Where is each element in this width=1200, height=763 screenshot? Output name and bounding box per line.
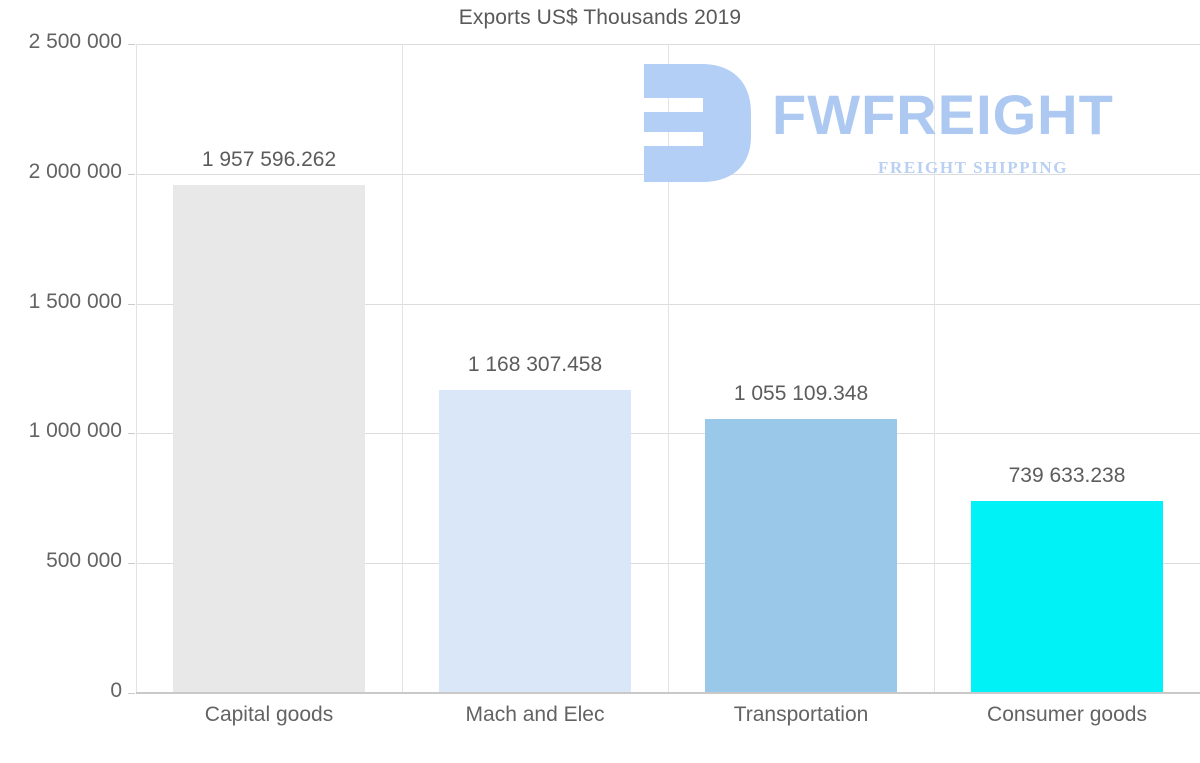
bar-mach-and-elec[interactable] (439, 389, 631, 693)
x-axis-tick-label: Consumer goods (987, 703, 1147, 726)
chart-title: Exports US$ Thousands 2019 (458, 6, 742, 29)
gridline-vertical (402, 44, 403, 693)
y-axis-tick-mark (128, 173, 135, 175)
bar-value-label: 1 055 109.348 (733, 382, 869, 406)
x-axis-tick-label: Mach and Elec (465, 703, 605, 726)
bar-value-label: 1 168 307.458 (467, 352, 603, 376)
y-axis-tick-mark (128, 44, 135, 45)
y-axis-tick-mark (128, 433, 135, 435)
bar-capital-goods[interactable] (173, 184, 365, 693)
gridline-vertical (934, 44, 935, 693)
y-axis-tick-label: 2 000 000 (28, 159, 122, 183)
y-axis-tick-label: 2 500 000 (28, 30, 122, 53)
y-axis-tick-mark (128, 563, 135, 565)
x-axis-tick-label: Transportation (733, 703, 869, 726)
y-axis-tick-mark (128, 303, 135, 305)
bar-consumer-goods[interactable] (971, 501, 1163, 693)
plot-area (136, 44, 1200, 694)
y-axis-tick-label: 1 500 000 (28, 289, 122, 313)
y-axis-tick-label: 500 000 (46, 549, 122, 573)
bar-value-label: 739 633.238 (1008, 463, 1126, 487)
gridline-vertical (136, 44, 137, 693)
gridline-horizontal (136, 693, 1200, 694)
y-axis-tick-mark (128, 693, 135, 694)
y-axis-tick-label: 0 (110, 679, 122, 702)
gridline-vertical (668, 44, 669, 693)
bar-transportation[interactable] (705, 419, 897, 693)
y-axis-tick-label: 1 000 000 (28, 419, 122, 443)
x-axis-tick-label: Capital goods (204, 703, 334, 726)
bar-value-label: 1 957 596.262 (201, 147, 337, 171)
x-axis-baseline (136, 692, 1200, 693)
